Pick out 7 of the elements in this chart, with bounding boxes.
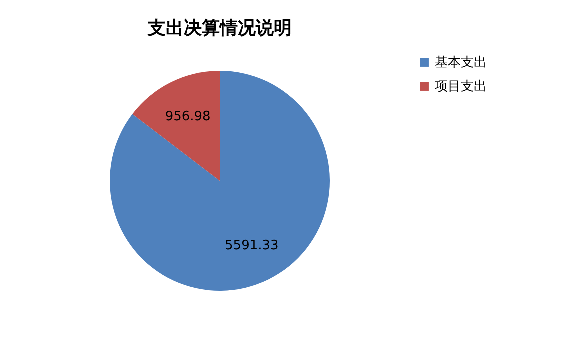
pie-slice <box>110 71 330 291</box>
legend-label: 项目支出 <box>435 80 487 94</box>
pie-slice <box>132 71 220 181</box>
data-label: 5591.33 <box>225 238 279 254</box>
data-label: 956.98 <box>165 109 211 124</box>
legend-label: 基本支出 <box>435 56 487 70</box>
chart-title: 支出决算情况说明 <box>147 18 292 39</box>
